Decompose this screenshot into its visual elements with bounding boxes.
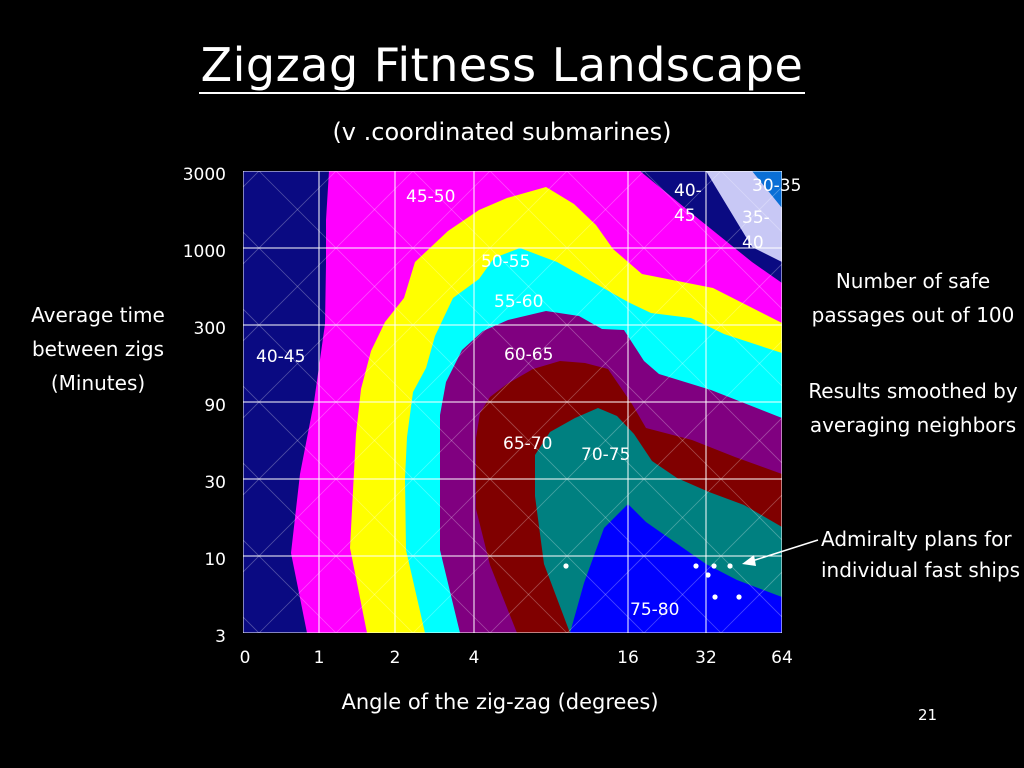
grid-line-diagonal (243, 171, 414, 342)
grid-line-diagonal (243, 171, 568, 496)
grid-line-diagonal (412, 171, 782, 541)
y-tick-label: 1000 (183, 242, 226, 262)
grid-line-diagonal (0, 171, 105, 633)
slide-title: Zigzag Fitness Landscape (198, 38, 806, 94)
note-admiralty-plans: Admiralty plans for individual fast ship… (821, 527, 1021, 582)
plan-point (712, 594, 718, 600)
band-label: 70-75 (581, 445, 630, 465)
band-labels: 40-45 45-50 50-55 55-60 60-65 65-70 70-75 75-80… (256, 176, 801, 620)
x-tick-label: 64 (771, 648, 793, 668)
grid-line-diagonal (412, 263, 782, 633)
grid-line-diagonal (0, 171, 105, 633)
band-label: 65-70 (503, 434, 552, 454)
plan-point (705, 572, 711, 578)
slide-subtitle: (v .coordinated submarines) (332, 118, 672, 146)
y-axis-label: Average time between zigs (Minutes) (31, 303, 165, 395)
grid-line-diagonal (489, 171, 782, 464)
note-smoothed: Results smoothed by averaging neighbors (808, 379, 1018, 437)
band-label: 45-50 (406, 187, 455, 207)
grid-line-diagonal (643, 494, 782, 633)
y-tick-label: 300 (194, 319, 226, 339)
y-tick-label: 90 (204, 396, 226, 416)
grid-line-diagonal (0, 171, 182, 633)
band-label: 40-45 (256, 347, 305, 367)
grid-line-diagonal (643, 171, 782, 310)
grid-line-diagonal (243, 462, 414, 633)
band-label: 75-80 (630, 600, 679, 620)
grid-line-diagonal (243, 171, 337, 265)
grid-line-diagonal (335, 186, 782, 633)
plan-point (727, 563, 733, 569)
band-label: 55-60 (494, 292, 543, 312)
plan-point (563, 563, 569, 569)
x-tick-label: 2 (390, 648, 401, 668)
band-label: 35-40 (742, 208, 770, 253)
grid-line-diagonal (0, 171, 182, 633)
grid-line-diagonal (243, 308, 568, 633)
grid-line-diagonal (243, 231, 645, 633)
x-tick-label: 16 (617, 648, 639, 668)
axis-ticks: 0 1 2 4 16 32 64 3000 1000 300 90 30 10 3 (183, 165, 793, 668)
grid-line-diagonal (489, 340, 782, 633)
grid-line-diagonal (566, 171, 782, 387)
band-label: 60-65 (504, 345, 553, 365)
x-tick-label: 1 (314, 648, 325, 668)
band-75-80 (570, 504, 782, 633)
x-tick-label: 0 (240, 648, 251, 668)
y-tick-label: 3000 (183, 165, 226, 185)
y-tick-label: 3 (215, 627, 226, 647)
grid-line-diagonal (258, 171, 722, 633)
annotation-arrow (742, 539, 819, 566)
band-label: 50-55 (481, 252, 530, 272)
grid-line-diagonal (243, 385, 491, 633)
y-tick-label: 30 (204, 473, 226, 493)
grid-line-diagonal (243, 171, 645, 573)
note-safe-passages: Number of safe passages out of 100 (811, 269, 1015, 327)
admiralty-plan-points (563, 563, 742, 600)
x-axis-label: Angle of the zig-zag (degrees) (341, 690, 659, 714)
grid-line-diagonal (335, 171, 782, 618)
band-label: 30-35 (752, 176, 801, 196)
x-tick-label: 32 (695, 648, 717, 668)
grid-line-diagonal (258, 171, 722, 633)
grid-lines (0, 171, 782, 633)
grid-line-diagonal (566, 417, 782, 633)
page-number: 21 (918, 706, 938, 724)
grid-line-diagonal (243, 539, 337, 633)
y-tick-label: 10 (204, 550, 226, 570)
band-label: 40-45 (674, 181, 702, 226)
plan-point (711, 563, 717, 569)
x-tick-label: 4 (469, 648, 480, 668)
grid-line-diagonal (243, 171, 491, 419)
plan-point (736, 594, 742, 600)
plan-point (693, 563, 699, 569)
